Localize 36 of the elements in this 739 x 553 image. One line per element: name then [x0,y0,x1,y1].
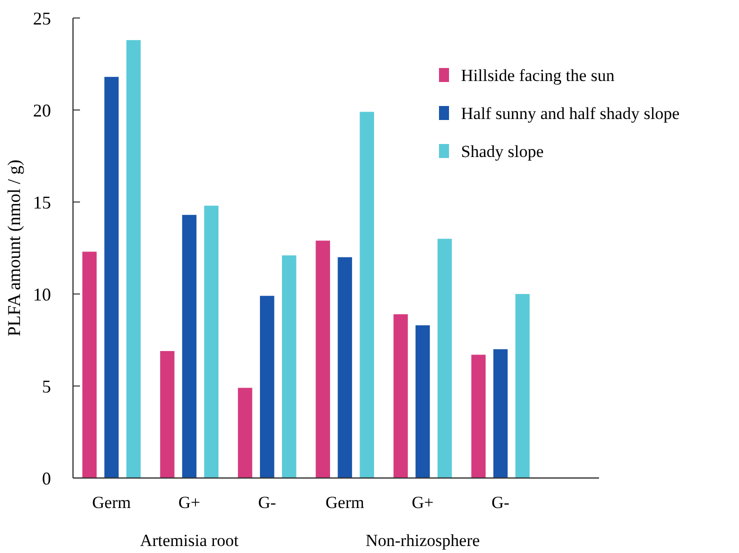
y-tick-label: 20 [33,100,51,120]
bar [82,252,97,478]
bar [360,112,374,478]
legend-label: Shady slope [461,142,544,161]
bar [471,354,486,478]
bar [104,76,119,478]
bar [515,294,530,478]
bar [126,40,141,478]
y-axis-title: PLFA amount (nmol / g) [4,160,24,336]
y-tick-label: 0 [42,468,51,488]
y-tick-label: 25 [33,8,51,28]
x-tick-label: Germ [92,493,131,512]
text: Non-rhizosphere [366,531,480,550]
bar [493,349,508,478]
bar [438,238,452,478]
bar [338,257,352,478]
bar [282,255,296,478]
text: Artemisia root [140,531,239,550]
bar [238,388,252,478]
bar [316,240,330,478]
y-tick-label: 5 [42,376,51,396]
bar [204,206,218,478]
bar [394,314,408,478]
x-tick-label: G- [492,493,510,512]
legend-label: Half sunny and half shady slope [461,104,680,123]
x-tick-label: Germ [326,493,364,512]
x-tick-label: G+ [178,493,200,512]
y-tick-label: 10 [33,284,51,304]
legend-label: Hillside facing the sun [461,66,615,85]
y-tick-label: 15 [33,192,51,212]
x-tick-label: G- [258,493,276,512]
bar [260,296,274,478]
bar [182,214,196,478]
bar [416,325,430,478]
bar [160,351,174,478]
x-tick-label: G+ [412,493,434,512]
